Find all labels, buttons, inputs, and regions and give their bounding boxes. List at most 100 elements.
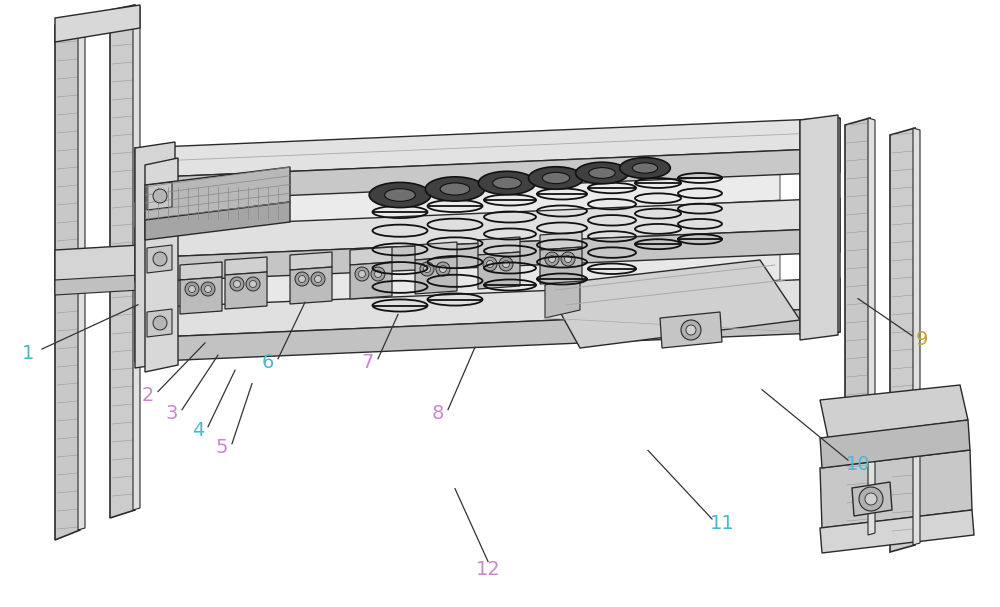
Polygon shape	[660, 312, 722, 348]
Polygon shape	[135, 228, 840, 282]
Polygon shape	[225, 272, 267, 309]
Circle shape	[545, 252, 559, 266]
Ellipse shape	[620, 158, 670, 178]
Circle shape	[250, 280, 256, 288]
Polygon shape	[135, 278, 840, 338]
Circle shape	[234, 280, 240, 288]
Circle shape	[314, 276, 322, 282]
Ellipse shape	[440, 183, 470, 195]
Circle shape	[374, 271, 382, 277]
Polygon shape	[145, 158, 178, 372]
Ellipse shape	[528, 167, 584, 189]
Polygon shape	[135, 308, 840, 362]
Circle shape	[246, 277, 260, 291]
Circle shape	[205, 285, 212, 293]
Polygon shape	[145, 202, 290, 240]
Text: 5: 5	[216, 438, 228, 458]
Circle shape	[486, 260, 494, 268]
Polygon shape	[820, 420, 970, 468]
Polygon shape	[135, 118, 840, 178]
Ellipse shape	[589, 168, 615, 178]
Circle shape	[681, 320, 701, 340]
Ellipse shape	[478, 171, 536, 195]
Circle shape	[420, 262, 434, 276]
Circle shape	[230, 277, 244, 291]
Polygon shape	[147, 309, 172, 337]
Polygon shape	[110, 5, 135, 518]
Circle shape	[865, 493, 877, 505]
Text: 10: 10	[846, 455, 870, 474]
Text: 8: 8	[432, 404, 444, 424]
Text: 6: 6	[262, 353, 274, 373]
Circle shape	[153, 316, 167, 330]
Circle shape	[153, 189, 167, 203]
Polygon shape	[350, 247, 392, 265]
Ellipse shape	[369, 182, 431, 208]
Polygon shape	[350, 262, 392, 299]
Polygon shape	[890, 128, 915, 552]
Text: 1: 1	[22, 344, 34, 363]
Polygon shape	[478, 252, 520, 289]
Text: 2: 2	[142, 386, 154, 405]
Polygon shape	[180, 262, 222, 280]
Polygon shape	[175, 145, 780, 230]
Polygon shape	[800, 118, 840, 335]
Polygon shape	[540, 232, 582, 250]
Circle shape	[371, 267, 385, 281]
Polygon shape	[55, 5, 140, 42]
Circle shape	[424, 265, 430, 273]
Ellipse shape	[425, 177, 485, 201]
Polygon shape	[133, 5, 140, 510]
Circle shape	[440, 265, 446, 273]
Polygon shape	[820, 510, 974, 553]
Circle shape	[436, 262, 450, 276]
Circle shape	[358, 271, 366, 277]
Circle shape	[686, 325, 696, 335]
Ellipse shape	[385, 189, 415, 202]
Polygon shape	[540, 247, 582, 284]
Circle shape	[561, 252, 575, 266]
Circle shape	[564, 256, 572, 262]
Polygon shape	[800, 115, 838, 340]
Text: 4: 4	[192, 421, 204, 441]
Text: 3: 3	[166, 404, 178, 424]
Polygon shape	[478, 237, 520, 255]
Polygon shape	[415, 242, 457, 260]
Circle shape	[298, 276, 306, 282]
Polygon shape	[55, 275, 140, 295]
Polygon shape	[147, 245, 172, 273]
Circle shape	[355, 267, 369, 281]
Text: 11: 11	[710, 514, 734, 533]
Circle shape	[295, 272, 309, 286]
Polygon shape	[820, 385, 968, 438]
Ellipse shape	[542, 172, 570, 184]
Polygon shape	[852, 482, 892, 516]
Circle shape	[483, 257, 497, 271]
Polygon shape	[845, 118, 870, 542]
Ellipse shape	[632, 163, 658, 173]
Circle shape	[503, 260, 510, 268]
Polygon shape	[78, 18, 85, 530]
Polygon shape	[868, 118, 875, 535]
Circle shape	[188, 285, 196, 293]
Polygon shape	[225, 257, 267, 275]
Text: 12: 12	[476, 560, 500, 579]
Polygon shape	[55, 18, 80, 540]
Circle shape	[201, 282, 215, 296]
Polygon shape	[147, 182, 172, 210]
Ellipse shape	[493, 177, 521, 189]
Polygon shape	[290, 267, 332, 304]
Polygon shape	[145, 167, 290, 220]
Circle shape	[499, 257, 513, 271]
Text: 9: 9	[916, 330, 928, 350]
Circle shape	[185, 282, 199, 296]
Ellipse shape	[576, 162, 628, 184]
Circle shape	[311, 272, 325, 286]
Circle shape	[859, 487, 883, 511]
Polygon shape	[545, 260, 800, 348]
Polygon shape	[913, 128, 920, 545]
Polygon shape	[820, 450, 972, 528]
Polygon shape	[175, 225, 780, 310]
Polygon shape	[135, 198, 840, 258]
Polygon shape	[135, 142, 175, 368]
